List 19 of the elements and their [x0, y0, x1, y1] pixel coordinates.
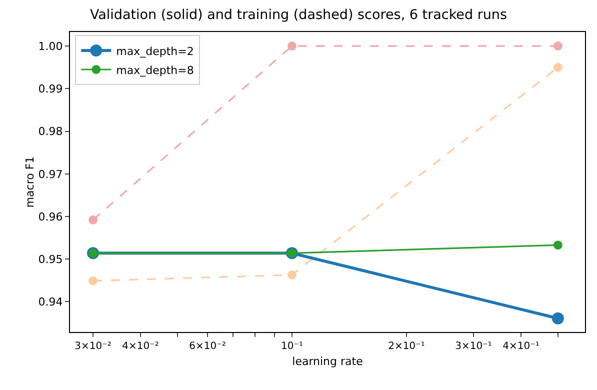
x-tick-label: 4×10⁻¹ [502, 341, 540, 352]
y-axis-title: macro F1 [23, 156, 36, 208]
y-tick-label: 0.95 [38, 252, 63, 266]
x-tick-label: 3×10⁻¹ [455, 341, 492, 352]
legend-label: max_depth=8 [116, 64, 194, 77]
x-tick-label: 3×10⁻² [74, 341, 112, 352]
y-tick-label: 0.99 [38, 82, 63, 96]
y-tick-label: 0.94 [38, 296, 63, 309]
x-axis-title: learning rate [292, 355, 364, 368]
x-tick-label: 6×10⁻² [189, 341, 226, 352]
y-tick-label: 0.97 [38, 168, 63, 181]
chart-title: Validation (solid) and training (dashed) scores, 6 tracked runs [90, 7, 508, 24]
y-tick-label: 0.98 [38, 125, 63, 138]
x-tick-label: 4×10⁻² [122, 341, 159, 352]
x-tick-label: 10⁻¹ [280, 341, 303, 352]
y-tick-label: 1.00 [38, 40, 63, 53]
y-tick-label: 0.96 [38, 210, 63, 224]
x-tick-label: 2×10⁻¹ [388, 341, 425, 352]
legend-label: max_depth=2 [116, 44, 194, 58]
